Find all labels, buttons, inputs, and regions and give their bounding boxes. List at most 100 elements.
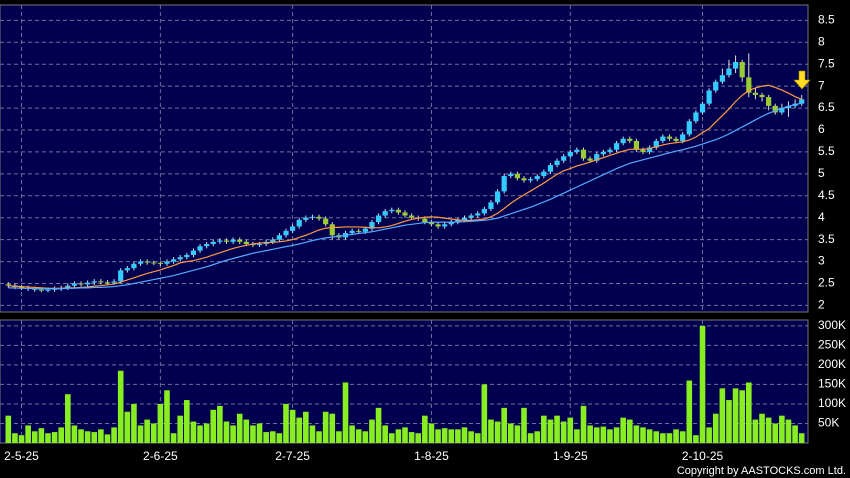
volume-bar — [243, 419, 250, 443]
candle-body — [481, 208, 487, 214]
candle-body — [296, 219, 302, 227]
candle-body — [785, 105, 792, 109]
volume-bar — [25, 425, 31, 443]
y-tick-label: 3 — [818, 254, 825, 268]
candle-body — [488, 202, 494, 209]
volume-bar — [779, 415, 785, 443]
candle-body — [779, 108, 785, 113]
candle-body — [197, 246, 203, 251]
candle-body — [633, 140, 640, 150]
candle-body — [184, 254, 190, 258]
volume-bar — [679, 431, 686, 443]
volume-bar — [369, 419, 375, 443]
volume-bar — [474, 433, 481, 443]
candle-body — [177, 257, 183, 260]
volume-bar — [263, 432, 269, 443]
volume-bar — [712, 413, 719, 443]
y-tick-label: 7.5 — [818, 56, 835, 70]
volume-bar — [580, 405, 587, 443]
candle-body — [746, 77, 752, 93]
volume-bar — [640, 427, 646, 443]
y-tick-label: 8 — [818, 34, 825, 48]
candle-body — [223, 240, 230, 242]
volume-bar — [111, 427, 117, 443]
candle-body — [567, 151, 573, 157]
volume-bar — [666, 433, 673, 443]
candle-body — [561, 156, 567, 161]
volume-bar — [289, 409, 296, 443]
volume-bar — [137, 425, 144, 443]
candle-body — [85, 282, 91, 285]
candle-body — [442, 224, 448, 227]
x-tick-label: 2-6-25 — [143, 449, 178, 463]
candle-body — [508, 173, 514, 177]
volume-bar — [303, 411, 309, 443]
candle-body — [613, 143, 620, 150]
volume-bar — [58, 427, 64, 443]
candle-body — [620, 138, 626, 144]
volume-bar — [792, 425, 798, 443]
volume-bar — [441, 428, 448, 443]
candle-body — [706, 90, 712, 104]
y-tick-label: 2 — [818, 298, 825, 312]
y-tick-label: 150K — [818, 377, 846, 391]
candle-body — [65, 285, 71, 288]
volume-bar — [177, 415, 184, 443]
y-tick-label: 4 — [818, 210, 825, 224]
volume-bar — [693, 435, 699, 443]
candle-body — [157, 262, 163, 264]
candle-body — [369, 222, 375, 229]
volume-bar — [607, 429, 613, 443]
volume-bar — [164, 390, 170, 443]
candle-body — [766, 97, 772, 106]
volume-bar — [448, 429, 455, 443]
candle-body — [521, 178, 527, 181]
volume-bar — [534, 431, 541, 443]
volume-bar — [78, 429, 84, 443]
candle-body — [5, 284, 11, 286]
candle-body — [680, 134, 686, 141]
volume-bar — [283, 403, 289, 443]
volume-bar — [309, 425, 316, 443]
candle-body — [375, 215, 382, 223]
candle-body — [124, 268, 130, 271]
volume-bar — [144, 419, 150, 443]
volume-bar — [362, 431, 369, 443]
volume-bar — [547, 419, 554, 443]
candle-body — [759, 94, 765, 98]
volume-bar — [593, 427, 600, 443]
marks-layer — [5, 53, 805, 443]
candle-body — [309, 216, 316, 218]
volume-bar — [45, 433, 51, 443]
volume-bar — [157, 403, 164, 443]
volume-bar — [600, 426, 607, 443]
candle-body — [164, 261, 170, 264]
volume-bar — [104, 434, 111, 443]
candle-body — [71, 283, 78, 286]
candle-body — [303, 217, 309, 220]
volume-bar — [739, 390, 745, 443]
candle-body — [217, 240, 223, 242]
volume-bar — [732, 388, 739, 443]
volume-bar — [686, 380, 693, 443]
volume-bar — [587, 425, 593, 443]
volume-bar — [18, 435, 25, 443]
volume-bar — [217, 405, 223, 443]
x-tick-label: 1-8-25 — [414, 449, 449, 463]
y-tick-label: 200K — [818, 357, 846, 371]
y-tick-label: 250K — [818, 338, 846, 352]
candle-body — [38, 289, 44, 291]
candle-body — [732, 62, 739, 69]
candle-body — [237, 239, 243, 242]
x-tick-label: 1-9-25 — [553, 449, 588, 463]
volume-bar — [501, 407, 507, 443]
volume-bar — [322, 411, 329, 443]
volume-bar — [124, 411, 131, 443]
x-tick-label: 2-10-25 — [682, 449, 724, 463]
volume-bar — [91, 432, 98, 443]
volume-bar — [269, 431, 276, 443]
volume-bar — [223, 421, 230, 443]
volume-bar — [527, 433, 534, 443]
copyright: Copyright by AASTOCKS.com Ltd. — [677, 465, 846, 477]
candle-body — [256, 244, 263, 246]
